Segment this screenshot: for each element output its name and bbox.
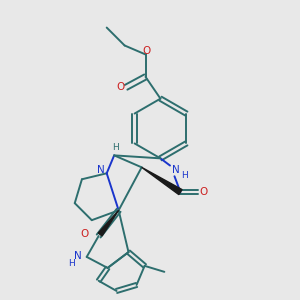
Text: O: O <box>117 82 125 92</box>
Text: N: N <box>74 251 82 261</box>
Polygon shape <box>98 210 119 236</box>
Text: H: H <box>182 171 188 180</box>
Polygon shape <box>142 167 182 195</box>
Text: O: O <box>80 229 88 238</box>
Text: H: H <box>112 142 119 152</box>
Text: N: N <box>97 165 105 175</box>
Text: O: O <box>142 46 150 56</box>
Text: H: H <box>68 259 74 268</box>
Text: N: N <box>172 165 180 175</box>
Text: O: O <box>200 187 208 197</box>
